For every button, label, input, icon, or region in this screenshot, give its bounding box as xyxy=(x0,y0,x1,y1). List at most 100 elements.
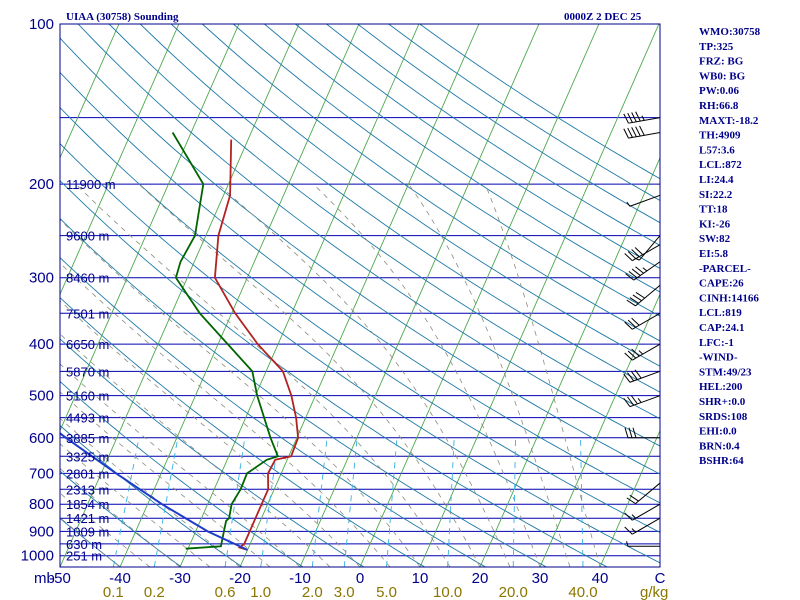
temperature-tick-label: 30 xyxy=(532,570,549,587)
wind-barb-flag xyxy=(629,494,639,502)
dry-adiabat-line xyxy=(108,24,660,420)
wind-barb-flag xyxy=(635,291,645,299)
dry-adiabat-line xyxy=(326,24,660,246)
wind-barb-flag xyxy=(627,396,635,406)
moist-adiabat-line xyxy=(60,219,421,567)
height-label: 11900 m xyxy=(66,177,116,192)
height-label: 6650 m xyxy=(66,337,109,352)
moist-adiabat-line xyxy=(60,262,391,567)
isotherm-line xyxy=(599,429,660,567)
index-entry: CINH:14166 xyxy=(699,292,759,304)
height-labels: 11900 m 9600 m 8460 m 7501 m 6650 m 5870 m 516… xyxy=(66,177,116,564)
wind-barb-flag xyxy=(627,112,633,123)
wind-barb-flag xyxy=(632,427,637,438)
sounding-time: 0000Z 2 DEC 25 xyxy=(564,11,642,23)
wind-barb-staff xyxy=(629,395,661,408)
wind-barb-flag xyxy=(631,268,641,276)
dry-adiabat-line xyxy=(295,24,660,269)
mixing-ratio-tick-label: 2.0 xyxy=(302,584,323,600)
wind-barb-staff xyxy=(632,312,661,330)
mixing-ratio-line xyxy=(311,437,328,567)
isotherm-line xyxy=(419,24,660,567)
wind-barb xyxy=(623,125,661,139)
dry-adiabat-line xyxy=(60,470,182,567)
moist-adiabat-line xyxy=(60,468,181,567)
wind-barb-flag xyxy=(632,294,642,302)
wind-barb-flag xyxy=(624,253,633,262)
wind-barb-flag xyxy=(623,113,629,124)
index-entry: HEL:200 xyxy=(699,381,743,393)
station-title: UIAA (30758) Sounding xyxy=(66,11,179,23)
wind-barb-flag xyxy=(630,370,638,380)
wind-barb-flag xyxy=(631,112,637,123)
wind-barb-flag xyxy=(624,512,633,521)
index-entry: FRZ: BG xyxy=(699,56,744,68)
wind-barb-half-flag xyxy=(637,398,642,403)
isotherm-line xyxy=(60,24,240,432)
wind-barb-staff xyxy=(629,370,661,383)
index-entry: SHR+:0.0 xyxy=(699,396,746,408)
index-entry: WB0: BG xyxy=(699,70,746,82)
dry-adiabat-line xyxy=(202,24,660,342)
temperature-tick-label: 0 xyxy=(356,570,364,587)
index-entry: MAXT:-18.2 xyxy=(699,115,759,127)
wind-barb-staff xyxy=(635,482,661,505)
wind-barb-flag xyxy=(627,350,637,359)
sounding-indices-panel: WMO:30758 TP:325 FRZ: BG WB0: BG PW:0.06 RH:6… xyxy=(699,26,761,467)
wind-barb-flag xyxy=(631,317,640,326)
height-label: 1421 m xyxy=(66,511,109,526)
temperature-profile xyxy=(213,139,300,551)
wind-barb xyxy=(626,541,660,547)
pressure-tick-label: 700 xyxy=(29,465,54,482)
dry-adiabat-line xyxy=(60,338,365,567)
mixing-ratio-tick-label: 20.0 xyxy=(499,584,528,600)
moist-adiabat-line xyxy=(60,517,121,567)
isotherm-line xyxy=(60,24,300,567)
moist-adiabat-line xyxy=(60,333,331,567)
moist-adiabat-line xyxy=(75,183,451,567)
index-entry: L57:3.6 xyxy=(699,144,735,156)
wind-barb xyxy=(623,111,661,124)
dry-adiabat-line xyxy=(60,217,547,567)
temperature-tick-label: 40 xyxy=(592,570,609,587)
index-entry: CAPE:26 xyxy=(699,278,744,290)
index-entry: LI:24.4 xyxy=(699,174,734,186)
wind-barb-flag xyxy=(635,126,641,137)
height-label: 2313 m xyxy=(66,482,109,497)
height-label: 3885 m xyxy=(66,431,109,446)
dry-adiabat-line xyxy=(233,24,660,317)
temperature-tick-label: -40 xyxy=(109,570,131,587)
wind-barb-staff xyxy=(632,503,661,521)
isotherm-line xyxy=(299,24,540,567)
height-label: 5160 m xyxy=(66,389,109,404)
index-entry: CAP:24.1 xyxy=(699,322,745,334)
height-label: 3325 m xyxy=(66,449,109,464)
wind-barb-flag xyxy=(635,266,644,274)
pressure-tick-label: 200 xyxy=(29,176,54,193)
wind-barb-flag xyxy=(635,111,641,122)
mixing-ratio-tick-label: 3.0 xyxy=(334,584,355,600)
dry-adiabat-line xyxy=(139,24,660,393)
moist-adiabat-line xyxy=(60,363,301,567)
mixing-ratio-tick-label: 40.0 xyxy=(568,584,597,600)
temperature-tick-label: 20 xyxy=(472,570,489,587)
wind-barb-flag xyxy=(631,348,640,357)
wind-barb-staff xyxy=(632,517,661,535)
wind-barb xyxy=(626,194,661,207)
index-entry: BSHR:64 xyxy=(699,455,744,467)
wind-barb xyxy=(623,395,661,408)
index-entry: KI:-26 xyxy=(699,218,731,230)
wind-barb-flag xyxy=(631,249,640,258)
mixing-ratio-unit-label: g/kg xyxy=(640,584,668,600)
wind-barb xyxy=(626,284,661,307)
moist-adiabat-line xyxy=(60,492,151,567)
wind-barb-staff xyxy=(635,284,661,307)
wind-barb-flag xyxy=(634,369,642,379)
wind-barb-flag xyxy=(628,270,638,279)
temperature-tick-label: -30 xyxy=(169,570,191,587)
isotherm-line xyxy=(60,24,180,296)
wind-barb-flag xyxy=(624,321,633,330)
wind-barb-half-flag xyxy=(641,115,645,121)
dry-adiabat-line xyxy=(60,142,660,564)
